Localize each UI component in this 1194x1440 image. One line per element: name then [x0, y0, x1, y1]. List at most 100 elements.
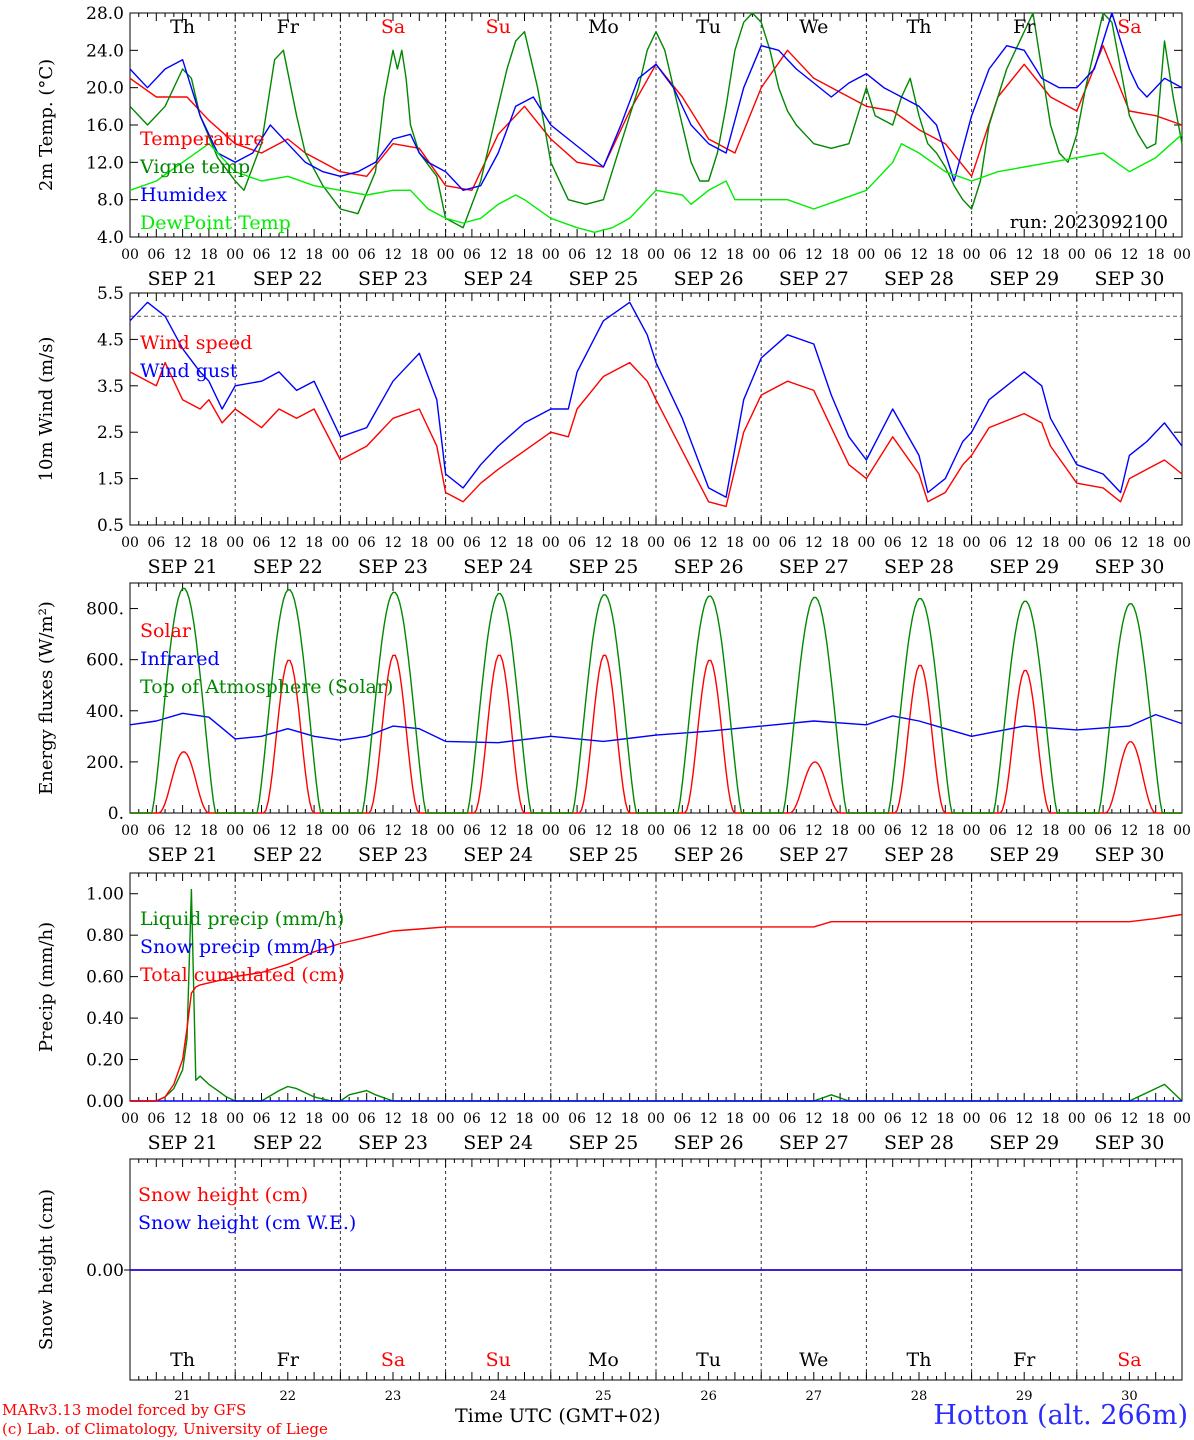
date-label: SEP 30 — [1094, 556, 1164, 578]
date-label: SEP 23 — [358, 268, 428, 290]
credit-line-1: MARv3.13 model forced by GFS — [2, 1401, 247, 1419]
hour-label: 06 — [989, 247, 1007, 263]
date-label: SEP 25 — [568, 556, 638, 578]
y-tick-label: 28.0 — [86, 4, 124, 24]
hour-label: 18 — [1147, 535, 1165, 551]
hour-label: 06 — [358, 247, 376, 263]
hour-label: 00 — [1068, 1111, 1086, 1127]
hour-label: 06 — [463, 823, 481, 839]
y-tick-label: 1.00 — [86, 885, 124, 905]
hour-label: 06 — [463, 535, 481, 551]
date-label: SEP 27 — [779, 268, 849, 290]
hour-label: 06 — [358, 823, 376, 839]
location-label: Hotton (alt. 266m) — [933, 1400, 1188, 1431]
hour-label: 12 — [489, 1111, 507, 1127]
y-tick-label: 2.5 — [97, 423, 124, 443]
legend-entry: Humidex — [140, 184, 227, 206]
hour-label: 12 — [594, 247, 612, 263]
date-label: SEP 24 — [463, 1132, 533, 1154]
hour-label: 18 — [1042, 823, 1060, 839]
hour-label: 18 — [726, 535, 744, 551]
hour-label: 18 — [305, 247, 323, 263]
hour-label: 00 — [647, 823, 665, 839]
hour-label: 06 — [779, 823, 797, 839]
series-line-liquid-precip-mm-h- — [130, 888, 1183, 1102]
day-number-label: 24 — [490, 1389, 507, 1404]
hour-label: 12 — [279, 247, 297, 263]
hour-label: 12 — [805, 823, 823, 839]
hour-label: 12 — [1120, 535, 1138, 551]
hour-label: 12 — [910, 823, 928, 839]
hour-label: 12 — [700, 1111, 718, 1127]
hour-label: 00 — [963, 823, 981, 839]
hour-label: 00 — [437, 823, 455, 839]
hour-label: 18 — [1042, 1111, 1060, 1127]
temperature-panel: 4.0 8.0 12.0 16.0 20.0 24.0 28.0 2m Temp. (°C) T… — [36, 4, 1191, 290]
date-label: SEP 24 — [463, 556, 533, 578]
y-tick-label: 600. — [86, 651, 124, 671]
date-label: SEP 23 — [358, 1132, 428, 1154]
y-tick-label: 400. — [86, 702, 124, 722]
hour-label: 18 — [831, 535, 849, 551]
hour-label: 00 — [1173, 535, 1191, 551]
series-line-dewpoint-temp — [129, 133, 1183, 233]
date-label: SEP 22 — [253, 1132, 323, 1154]
hour-label: 06 — [1094, 823, 1112, 839]
weekday-label: Th — [907, 1349, 932, 1371]
weekday-label: Tu — [696, 1349, 721, 1371]
hour-label: 12 — [174, 823, 192, 839]
hour-label: 00 — [331, 1111, 349, 1127]
hour-label: 12 — [1120, 247, 1138, 263]
date-label: SEP 27 — [779, 556, 849, 578]
hour-label: 06 — [253, 247, 271, 263]
y-axis-label: 2m Temp. (°C) — [36, 59, 57, 191]
y-axis-label: 10m Wind (m/s) — [36, 337, 57, 482]
date-label: SEP 25 — [568, 268, 638, 290]
hour-label: 18 — [831, 1111, 849, 1127]
hour-label: 18 — [200, 823, 218, 839]
hour-label: 18 — [410, 247, 428, 263]
hour-label: 06 — [568, 247, 586, 263]
hour-label: 00 — [963, 247, 981, 263]
hour-label: 00 — [857, 823, 875, 839]
x-axis-label: Time UTC (GMT+02) — [455, 1405, 661, 1427]
date-label: SEP 29 — [989, 556, 1059, 578]
hour-label: 12 — [279, 1111, 297, 1127]
day-number-label: 28 — [911, 1389, 928, 1404]
hour-label: 00 — [857, 1111, 875, 1127]
hour-label: 12 — [594, 535, 612, 551]
hour-label: 06 — [147, 247, 165, 263]
hour-label: 06 — [358, 535, 376, 551]
weekday-label: Sa — [1117, 1349, 1141, 1371]
date-label: SEP 28 — [884, 844, 954, 866]
legend-entry: Vigne temp — [139, 156, 250, 178]
date-label: SEP 21 — [148, 1132, 218, 1154]
hour-label: 18 — [726, 1111, 744, 1127]
hour-label: 12 — [1120, 823, 1138, 839]
hour-label: 18 — [936, 535, 954, 551]
day-number-label: 29 — [1016, 1389, 1033, 1404]
date-label: SEP 27 — [779, 844, 849, 866]
y-tick-label: 1.5 — [97, 470, 124, 490]
y-tick-label: 16.0 — [86, 116, 124, 136]
hour-label: 00 — [752, 535, 770, 551]
hour-label: 00 — [857, 535, 875, 551]
legend-entry: Wind gust — [140, 360, 238, 382]
legend-entry: Snow precip (mm/h) — [140, 936, 336, 958]
legend-entry: Snow height (cm) — [138, 1184, 308, 1206]
hour-label: 06 — [1094, 247, 1112, 263]
hour-label: 06 — [463, 247, 481, 263]
y-tick-label: 0.60 — [86, 968, 124, 988]
hour-label: 00 — [121, 247, 139, 263]
y-tick-label: 24.0 — [86, 41, 124, 61]
hour-label: 00 — [1068, 535, 1086, 551]
hour-label: 00 — [1173, 1111, 1191, 1127]
date-label: SEP 23 — [358, 844, 428, 866]
energy-flux-panel: 0. 200. 400. 600. 800. Energy fluxes (W/m²) So… — [36, 582, 1191, 866]
hour-label: 12 — [279, 823, 297, 839]
weekday-label: Th — [907, 16, 932, 38]
hour-label: 18 — [516, 1111, 534, 1127]
y-tick-label: 0.00 — [86, 1092, 124, 1112]
date-label: SEP 29 — [989, 844, 1059, 866]
hour-label: 00 — [226, 823, 244, 839]
